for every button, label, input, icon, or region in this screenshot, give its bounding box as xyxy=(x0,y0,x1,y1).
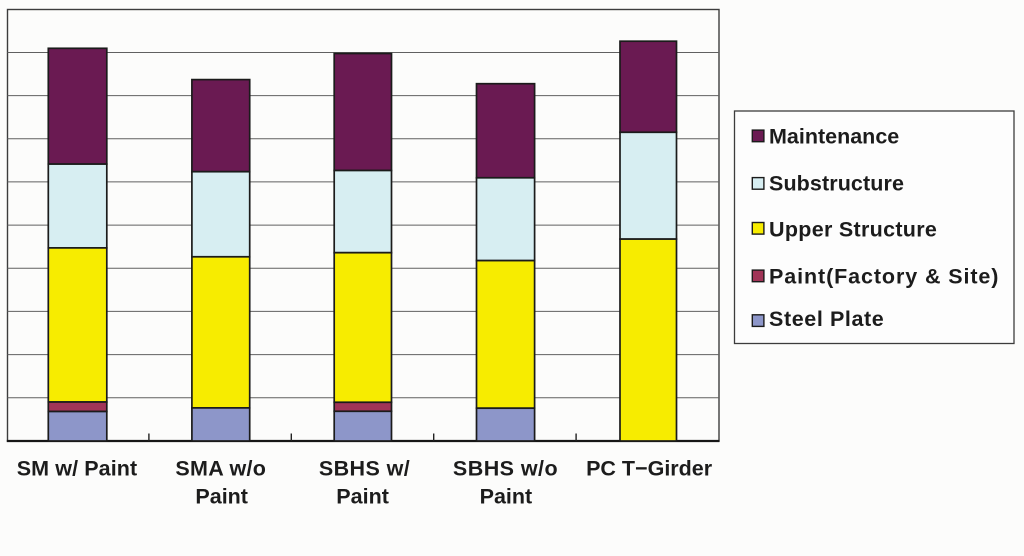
svg-text:SBHS w/o: SBHS w/o xyxy=(453,457,558,481)
svg-text:Steel Plate: Steel Plate xyxy=(769,307,884,331)
svg-text:SM w/ Paint: SM w/ Paint xyxy=(17,457,138,481)
svg-text:PC T−Girder: PC T−Girder xyxy=(586,457,713,481)
svg-text:Paint: Paint xyxy=(195,485,248,509)
svg-text:SBHS w/: SBHS w/ xyxy=(319,457,410,481)
svg-text:Maintenance: Maintenance xyxy=(769,125,899,149)
svg-text:Paint: Paint xyxy=(336,485,389,509)
svg-text:Substructure: Substructure xyxy=(769,172,904,196)
svg-text:Paint(Factory & Site): Paint(Factory & Site) xyxy=(769,264,999,288)
svg-text:Upper Structure: Upper Structure xyxy=(769,217,937,241)
svg-text:SMA w/o: SMA w/o xyxy=(175,457,266,481)
svg-text:Paint: Paint xyxy=(480,485,533,509)
